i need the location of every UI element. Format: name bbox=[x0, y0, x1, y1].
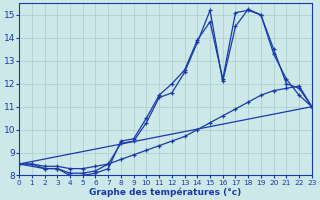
X-axis label: Graphe des températures (°c): Graphe des températures (°c) bbox=[89, 187, 242, 197]
